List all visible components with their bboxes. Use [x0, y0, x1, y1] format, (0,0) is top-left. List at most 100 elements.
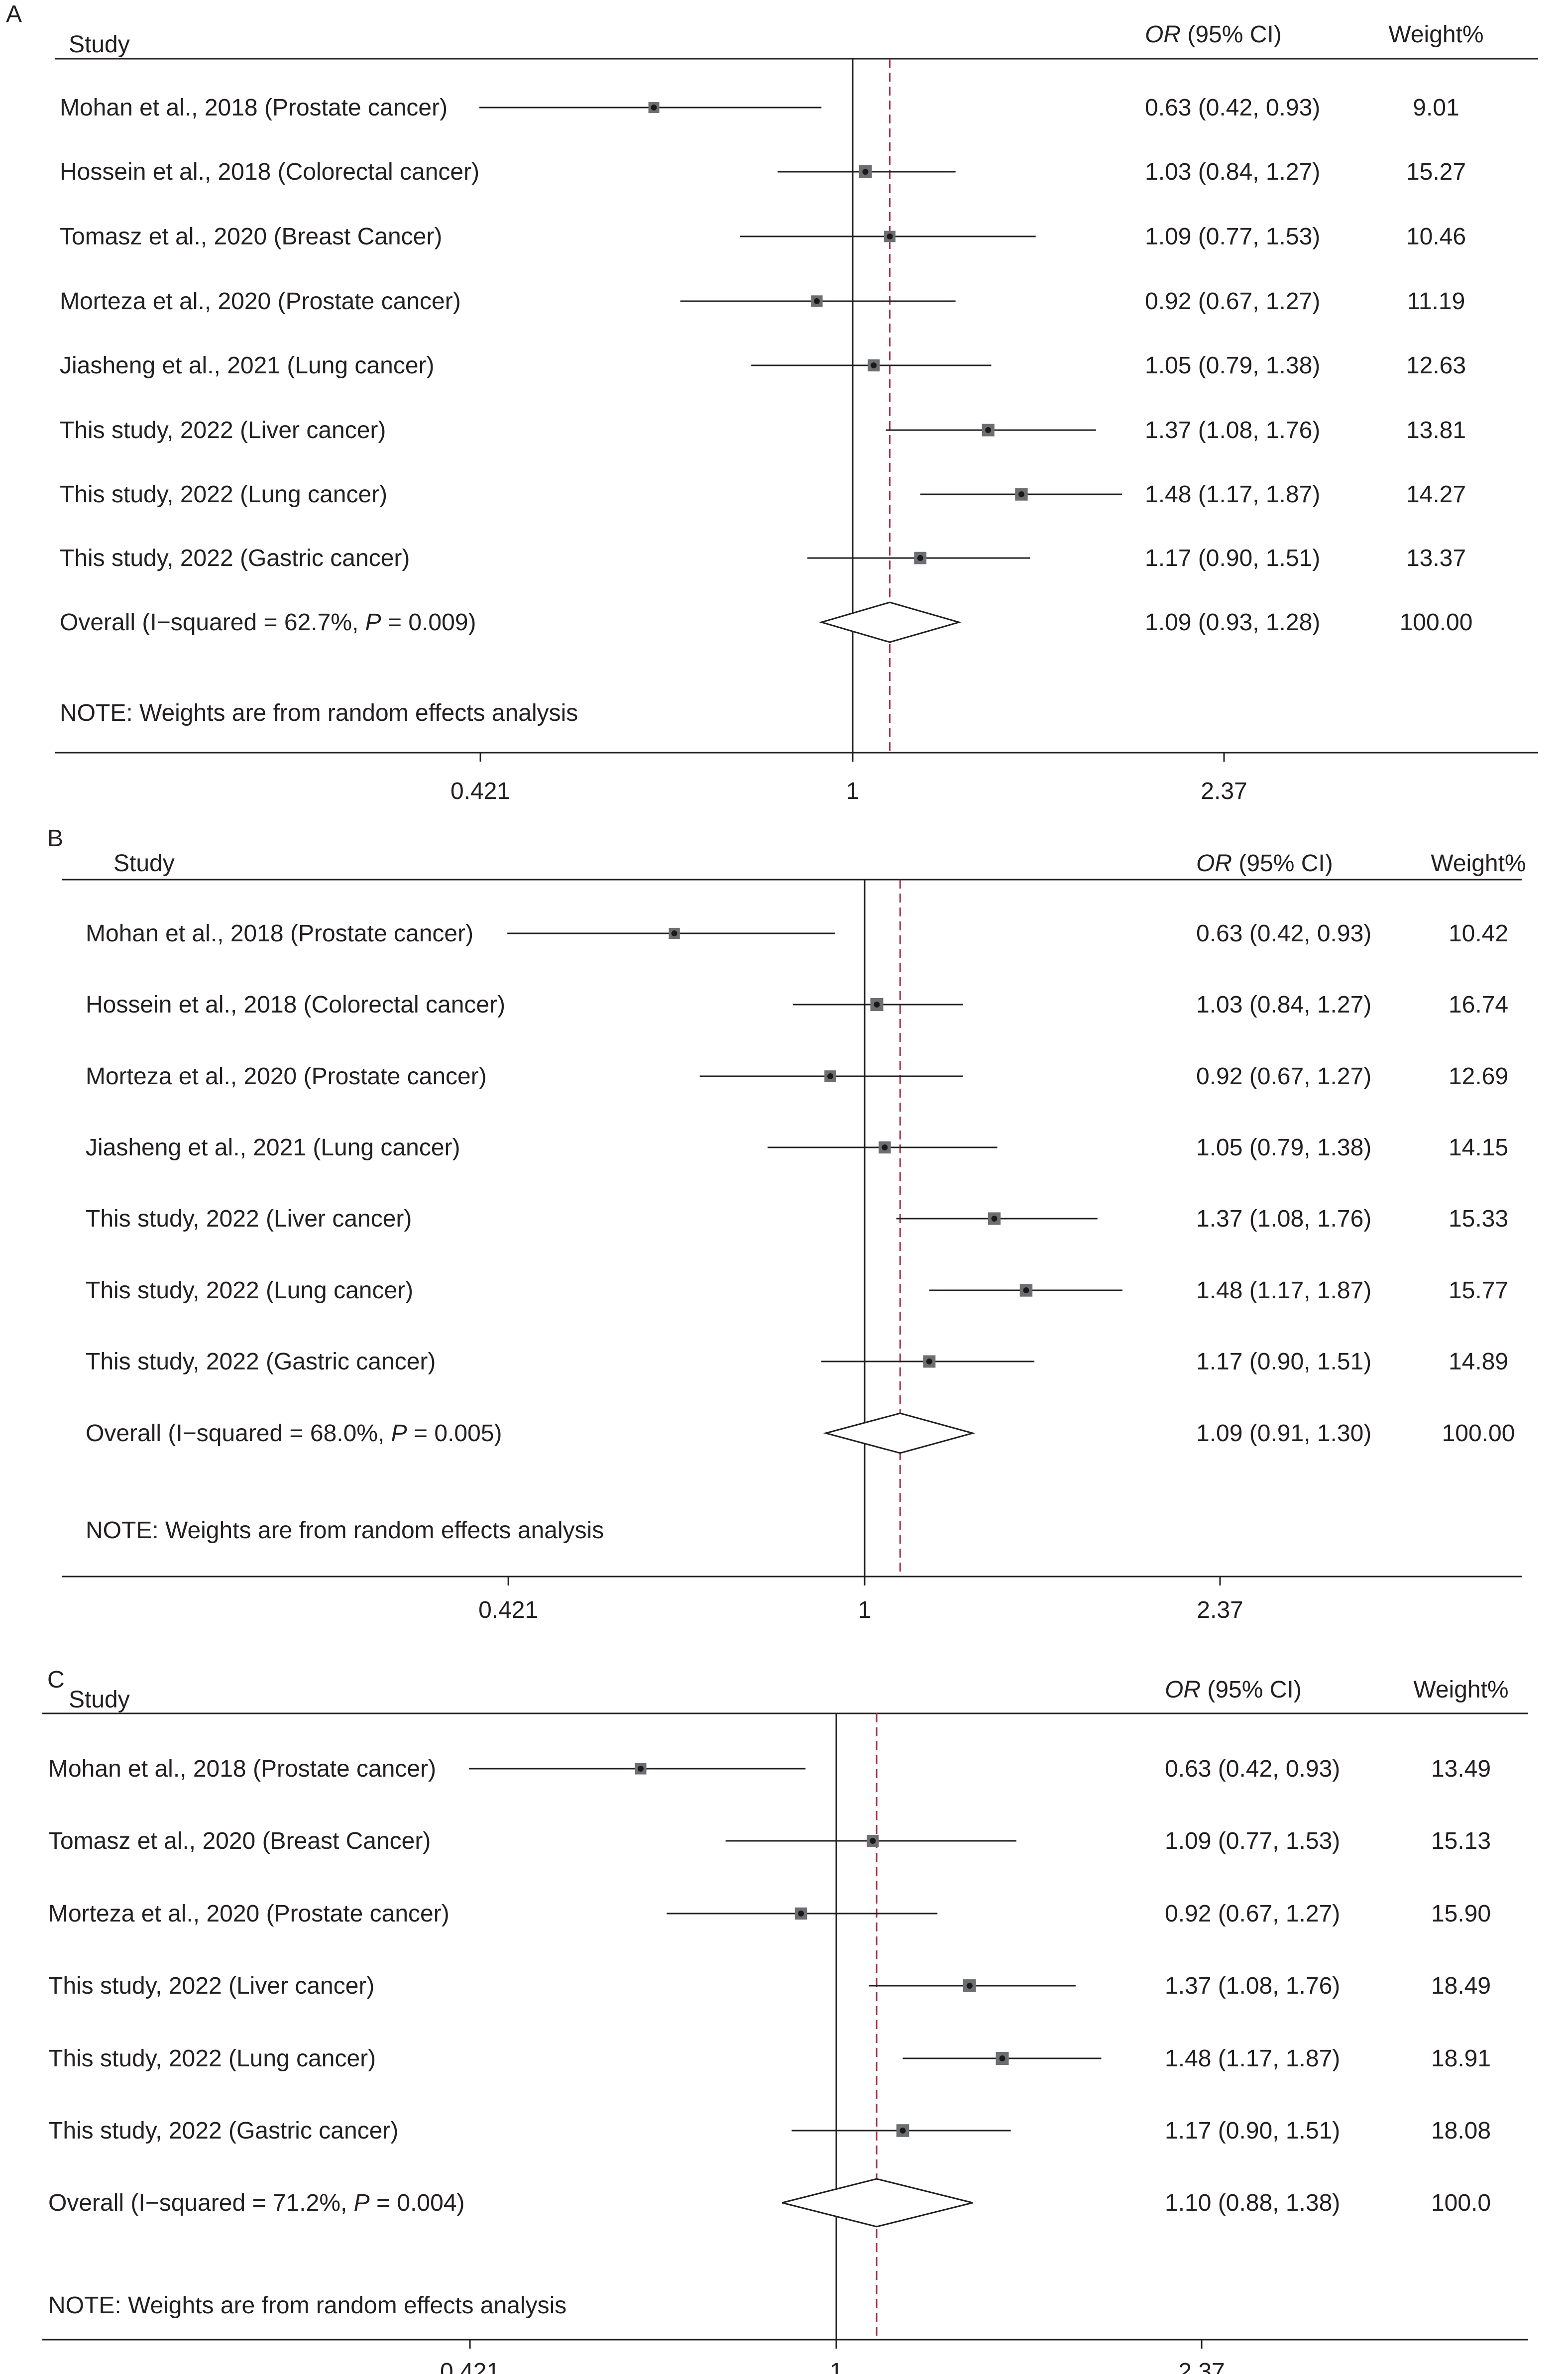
- point-estimate: [999, 2055, 1006, 2061]
- overall-or-ci-value: 1.09 (0.91, 1.30): [1196, 1420, 1371, 1447]
- point-estimate: [887, 233, 893, 239]
- weight-value: 12.63: [1406, 352, 1466, 379]
- or-ci-value: 1.09 (0.77, 1.53): [1165, 1828, 1340, 1854]
- weights-note: NOTE: Weights are from random effects an…: [60, 700, 578, 726]
- or-ci-value: 0.92 (0.67, 1.27): [1165, 1901, 1340, 1927]
- study-label: This study, 2022 (Gastric cancer): [48, 2118, 398, 2144]
- weight-value: 15.77: [1449, 1277, 1508, 1304]
- point-estimate: [651, 105, 657, 111]
- weight-value: 15.90: [1431, 1901, 1491, 1927]
- study-column-header: Study: [69, 1687, 130, 1713]
- point-estimate: [966, 1983, 973, 1989]
- point-estimate: [637, 1766, 644, 1772]
- study-column-header: Study: [113, 850, 175, 877]
- overall-or-ci-value: 1.09 (0.93, 1.28): [1145, 609, 1320, 636]
- x-tick-label: 1: [858, 1597, 872, 1623]
- or-column-header: OR (95% CI): [1196, 850, 1333, 877]
- or-ci-value: 0.92 (0.67, 1.27): [1145, 288, 1320, 315]
- overall-label: Overall (I−squared = 68.0%, P = 0.005): [86, 1420, 502, 1447]
- overall-weight-value: 100.00: [1400, 609, 1473, 636]
- forest-panel-a: A Study OR (95% CI) Weight% 0.421 1 2.37 Mohan …: [6, 1, 1538, 804]
- study-label: This study, 2022 (Liver cancer): [60, 417, 386, 444]
- weight-column-header: Weight%: [1431, 850, 1526, 877]
- point-estimate: [671, 930, 677, 936]
- overall-or-ci-value: 1.10 (0.88, 1.38): [1165, 2190, 1340, 2216]
- weight-value: 16.74: [1449, 992, 1508, 1018]
- x-tick-label: 1: [830, 2359, 843, 2374]
- weight-value: 13.49: [1431, 1756, 1491, 1782]
- study-label: This study, 2022 (Lung cancer): [86, 1277, 413, 1304]
- weight-column-header: Weight%: [1388, 21, 1483, 48]
- weight-value: 13.81: [1406, 417, 1466, 444]
- or-ci-value: 1.37 (1.08, 1.76): [1145, 417, 1320, 444]
- or-column-header: OR (95% CI): [1145, 21, 1282, 48]
- x-tick-label: 0.421: [440, 2359, 500, 2374]
- overall-diamond: [823, 1412, 976, 1454]
- weight-value: 18.91: [1431, 2045, 1491, 2072]
- weight-value: 11.19: [1407, 288, 1465, 315]
- weights-note: NOTE: Weights are from random effects an…: [86, 1517, 604, 1544]
- overall-weight-value: 100.00: [1442, 1420, 1515, 1447]
- x-tick-label: 2.37: [1201, 778, 1247, 804]
- study-label: Morteza et al., 2020 (Prostate cancer): [86, 1063, 487, 1090]
- point-estimate: [991, 1216, 998, 1222]
- point-estimate: [882, 1144, 888, 1150]
- weight-value: 15.13: [1431, 1828, 1491, 1854]
- weight-value: 10.42: [1449, 920, 1508, 947]
- point-estimate: [813, 298, 820, 304]
- weight-value: 14.89: [1449, 1349, 1508, 1375]
- or-ci-value: 1.03 (0.84, 1.27): [1196, 992, 1371, 1018]
- overall-label: Overall (I−squared = 71.2%, P = 0.004): [48, 2190, 465, 2216]
- weights-note: NOTE: Weights are from random effects an…: [48, 2292, 566, 2319]
- point-estimate: [874, 1002, 880, 1008]
- or-ci-value: 1.48 (1.17, 1.87): [1145, 481, 1320, 508]
- study-column-header: Study: [69, 31, 130, 58]
- weight-column-header: Weight%: [1413, 1677, 1508, 1703]
- study-label: Mohan et al., 2018 (Prostate cancer): [60, 95, 448, 121]
- weight-value: 9.01: [1413, 95, 1459, 121]
- or-ci-value: 1.48 (1.17, 1.87): [1196, 1277, 1371, 1304]
- study-label: This study, 2022 (Lung cancer): [60, 481, 387, 508]
- or-ci-value: 0.92 (0.67, 1.27): [1196, 1063, 1371, 1090]
- or-ci-value: 1.09 (0.77, 1.53): [1145, 224, 1320, 250]
- study-label: Hossein et al., 2018 (Colorectal cancer): [86, 992, 505, 1018]
- study-label: Tomasz et al., 2020 (Breast Cancer): [60, 224, 442, 250]
- or-column-header: OR (95% CI): [1165, 1677, 1302, 1703]
- study-label: Jiasheng et al., 2021 (Lung cancer): [86, 1134, 460, 1161]
- panel-label: C: [47, 1667, 65, 1693]
- or-ci-value: 1.17 (0.90, 1.51): [1145, 545, 1320, 571]
- study-label: This study, 2022 (Liver cancer): [48, 1973, 374, 1999]
- study-label: This study, 2022 (Lung cancer): [48, 2045, 376, 2072]
- or-ci-value: 1.05 (0.79, 1.38): [1145, 352, 1320, 379]
- weight-value: 15.27: [1406, 159, 1466, 185]
- weight-value: 14.15: [1449, 1134, 1508, 1161]
- forest-panel-b: B Study OR (95% CI) Weight% 0.421 1 2.37 Mohan …: [47, 825, 1526, 1623]
- weight-value: 15.33: [1449, 1206, 1508, 1232]
- study-label: This study, 2022 (Liver cancer): [86, 1206, 412, 1232]
- panel-label: B: [47, 825, 63, 852]
- x-tick-label: 2.37: [1197, 1597, 1243, 1623]
- study-label: This study, 2022 (Gastric cancer): [86, 1349, 436, 1375]
- point-estimate: [827, 1073, 834, 1079]
- point-estimate: [870, 1838, 876, 1844]
- or-ci-value: 1.48 (1.17, 1.87): [1165, 2045, 1340, 2072]
- point-estimate: [1023, 1287, 1029, 1293]
- weight-value: 18.08: [1431, 2118, 1491, 2144]
- study-label: Mohan et al., 2018 (Prostate cancer): [86, 920, 473, 947]
- x-tick-label: 1: [846, 778, 860, 804]
- study-label: Jiasheng et al., 2021 (Lung cancer): [60, 352, 434, 379]
- x-tick-label: 0.421: [478, 1597, 538, 1623]
- x-tick-label: 2.37: [1178, 2359, 1225, 2374]
- or-ci-value: 1.17 (0.90, 1.51): [1196, 1349, 1371, 1375]
- overall-label: Overall (I−squared = 62.7%, P = 0.009): [60, 609, 476, 636]
- overall-diamond: [818, 601, 962, 643]
- point-estimate: [899, 2128, 906, 2134]
- or-ci-value: 1.37 (1.08, 1.76): [1196, 1206, 1371, 1232]
- study-label: Morteza et al., 2020 (Prostate cancer): [60, 288, 461, 315]
- overall-weight-value: 100.0: [1431, 2190, 1491, 2216]
- or-ci-value: 0.63 (0.42, 0.93): [1145, 95, 1320, 121]
- study-label: Mohan et al., 2018 (Prostate cancer): [48, 1756, 436, 1782]
